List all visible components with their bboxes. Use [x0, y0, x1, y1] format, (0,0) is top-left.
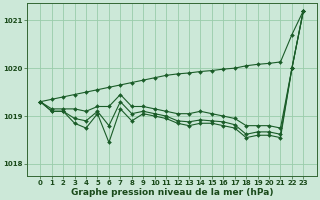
X-axis label: Graphe pression niveau de la mer (hPa): Graphe pression niveau de la mer (hPa)	[71, 188, 273, 197]
